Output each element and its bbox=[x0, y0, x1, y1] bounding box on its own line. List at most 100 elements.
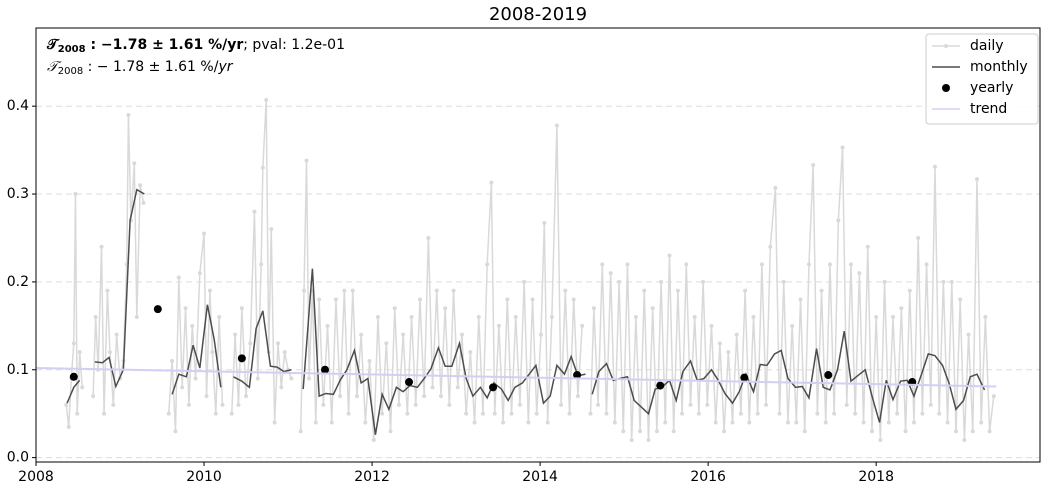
point bbox=[430, 385, 435, 390]
series-line bbox=[66, 188, 986, 435]
point bbox=[949, 279, 954, 284]
point bbox=[773, 185, 778, 190]
point bbox=[945, 420, 950, 425]
point bbox=[392, 306, 397, 311]
point bbox=[823, 420, 828, 425]
point bbox=[970, 429, 975, 434]
point bbox=[505, 297, 510, 302]
point bbox=[239, 306, 244, 311]
point bbox=[878, 438, 883, 443]
point bbox=[279, 385, 284, 390]
point bbox=[489, 180, 494, 185]
point bbox=[102, 411, 107, 416]
point bbox=[633, 315, 638, 320]
point bbox=[650, 306, 655, 311]
y-tick-label: 0.3 bbox=[7, 186, 29, 202]
point bbox=[91, 394, 96, 399]
point bbox=[530, 297, 535, 302]
point bbox=[713, 420, 718, 425]
annotation-part: 𝒯 bbox=[46, 37, 60, 53]
point bbox=[367, 358, 372, 363]
point bbox=[350, 288, 355, 293]
x-tick-label: 2012 bbox=[354, 469, 390, 485]
x-tick-label: 2016 bbox=[690, 469, 726, 485]
point bbox=[111, 402, 116, 407]
point bbox=[438, 394, 443, 399]
point bbox=[384, 341, 389, 346]
point bbox=[307, 376, 312, 381]
point bbox=[217, 315, 222, 320]
point bbox=[621, 429, 626, 434]
point bbox=[413, 402, 418, 407]
point bbox=[911, 420, 916, 425]
point bbox=[304, 158, 309, 163]
annotation: 𝒯2008 : −1.78 ± 1.61 %/yr; pval: 1.2e-01 bbox=[46, 37, 345, 55]
point bbox=[857, 271, 862, 276]
point bbox=[755, 411, 760, 416]
point bbox=[236, 402, 241, 407]
point bbox=[722, 429, 727, 434]
point bbox=[173, 429, 178, 434]
point bbox=[848, 262, 853, 267]
point bbox=[604, 411, 609, 416]
x-tick-label: 2018 bbox=[858, 469, 894, 485]
point bbox=[832, 411, 837, 416]
point bbox=[612, 420, 617, 425]
point bbox=[979, 420, 984, 425]
point bbox=[371, 438, 376, 443]
point bbox=[785, 420, 790, 425]
point bbox=[321, 365, 330, 374]
point bbox=[396, 402, 401, 407]
point bbox=[554, 123, 559, 128]
point bbox=[802, 429, 807, 434]
point bbox=[549, 315, 554, 320]
point bbox=[899, 306, 904, 311]
point bbox=[166, 411, 171, 416]
point bbox=[210, 350, 215, 355]
point bbox=[64, 402, 69, 407]
point bbox=[134, 315, 139, 320]
point bbox=[573, 371, 582, 380]
point bbox=[380, 411, 385, 416]
point bbox=[932, 164, 937, 169]
point bbox=[153, 305, 162, 314]
point bbox=[388, 429, 393, 434]
point bbox=[596, 402, 601, 407]
annotation-part: : − 1.78 ± 1.61 %/ bbox=[83, 59, 219, 75]
point bbox=[252, 209, 257, 214]
point bbox=[522, 279, 527, 284]
y-tick-label: 0.2 bbox=[7, 274, 29, 290]
point bbox=[777, 411, 782, 416]
point bbox=[680, 411, 685, 416]
point bbox=[375, 315, 380, 320]
point bbox=[629, 438, 634, 443]
point bbox=[220, 402, 225, 407]
legend-frame bbox=[925, 33, 1039, 125]
point bbox=[126, 112, 131, 117]
point bbox=[346, 411, 351, 416]
legend-label: monthly bbox=[970, 59, 1028, 75]
point bbox=[966, 332, 971, 337]
point bbox=[684, 262, 689, 267]
point bbox=[338, 394, 343, 399]
point bbox=[197, 271, 202, 276]
legend-swatch bbox=[942, 84, 950, 92]
point bbox=[895, 411, 900, 416]
point bbox=[726, 350, 731, 355]
point bbox=[591, 306, 596, 311]
point bbox=[794, 420, 799, 425]
point bbox=[983, 315, 988, 320]
grid-layer bbox=[36, 105, 1040, 459]
point bbox=[204, 394, 209, 399]
point bbox=[443, 306, 448, 311]
point bbox=[608, 271, 613, 276]
point bbox=[342, 288, 347, 293]
point bbox=[213, 411, 218, 416]
point bbox=[759, 262, 764, 267]
annotation-part: 2008 bbox=[58, 44, 86, 55]
point bbox=[646, 438, 651, 443]
point bbox=[517, 402, 522, 407]
point bbox=[229, 411, 234, 416]
y-tick-label: 0.1 bbox=[7, 362, 29, 378]
